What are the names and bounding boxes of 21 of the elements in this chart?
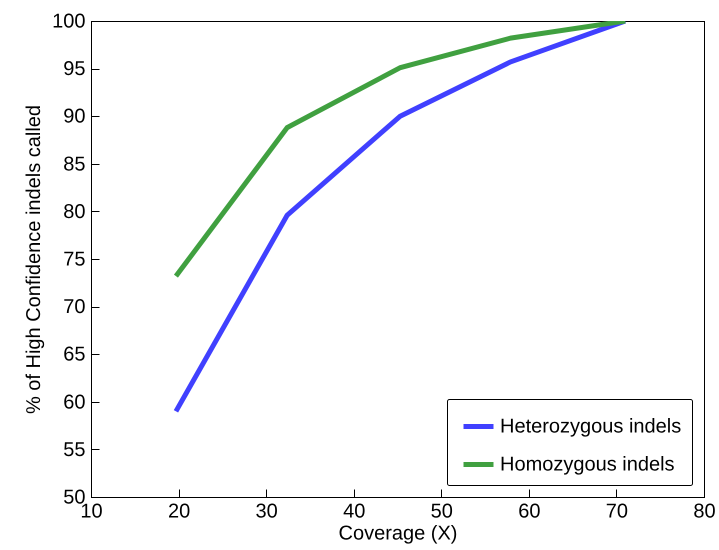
x-tick-label: 60: [518, 500, 540, 522]
x-axis-title: Coverage (X): [338, 522, 458, 544]
x-tick-label: 80: [693, 500, 716, 522]
y-tick-label: 85: [63, 153, 86, 176]
x-tick-label: 40: [343, 500, 366, 522]
y-tick-label: 75: [63, 248, 86, 270]
y-tick-label: 90: [63, 106, 86, 128]
legend-label: Homozygous indels: [500, 454, 675, 476]
y-tick-label: 65: [63, 344, 86, 366]
x-tick-label: 70: [606, 500, 628, 522]
x-tick-label: 30: [256, 500, 278, 522]
y-tick-label: 80: [63, 200, 86, 223]
y-tick-label: 95: [63, 58, 86, 80]
y-tick-label: 70: [63, 296, 86, 318]
y-axis-title: % of High Confidence indels called: [23, 104, 46, 414]
x-tick-label: 20: [168, 500, 190, 522]
y-tick-label: 100: [52, 10, 86, 32]
y-tick-label: 55: [63, 438, 86, 461]
legend-label: Heterozygous indels: [500, 416, 682, 438]
x-tick-label: 50: [430, 500, 453, 522]
y-tick-label: 60: [63, 391, 86, 414]
